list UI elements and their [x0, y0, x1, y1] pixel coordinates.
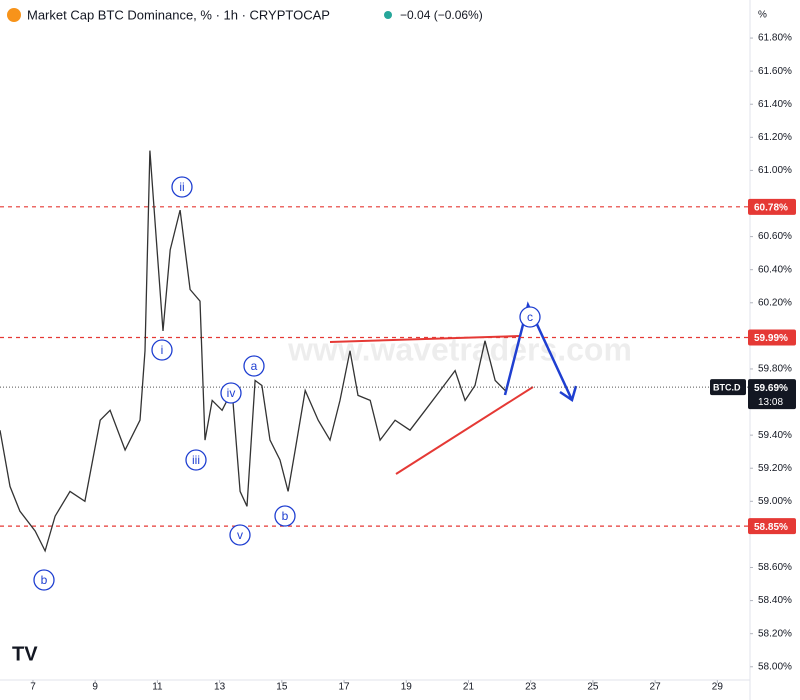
bitcoin-icon [7, 8, 21, 22]
wave-label: i [161, 343, 164, 357]
change-label: −0.04 (−0.06%) [400, 8, 483, 22]
x-tick-label: 25 [587, 682, 599, 693]
wave-label-circle [519, 306, 541, 328]
wave-label: a [251, 359, 258, 373]
x-tick-label: 11 [152, 682, 163, 693]
x-tick-label: 9 [92, 682, 98, 693]
y-tick-label: 59.20% [758, 463, 792, 474]
price-line [0, 150, 506, 553]
level-label: 59.99% [754, 333, 788, 344]
chart-title: Market Cap BTC Dominance, % · 1h · CRYPT… [27, 7, 330, 22]
x-tick-label: 17 [338, 682, 350, 693]
x-tick-label: 13 [214, 682, 226, 693]
countdown-label: 13:08 [758, 397, 783, 408]
wave-label-circle [171, 176, 193, 198]
y-tick-label: 58.00% [758, 661, 792, 672]
wave-label-circle [33, 569, 55, 591]
wave-label: c [527, 310, 533, 324]
y-tick-label: 60.60% [758, 231, 792, 242]
level-tag [748, 329, 796, 346]
x-tick-label: 21 [463, 682, 475, 693]
x-tick-label: 7 [30, 682, 36, 693]
watermark: www.wavetraders.com [287, 331, 632, 367]
arrow-head [559, 385, 578, 402]
projection-arrow [503, 301, 574, 401]
wave-label-circle [151, 339, 173, 361]
market-status-dot [384, 11, 392, 19]
logo: TV [12, 643, 38, 665]
y-tick-label: 61.60% [758, 66, 792, 77]
wave-label: b [282, 509, 289, 523]
y-tick-label: 60.20% [758, 297, 792, 308]
y-tick-label: 59.40% [758, 430, 792, 441]
y-tick-label: 58.20% [758, 628, 792, 639]
symbol-label: BTC.D [713, 383, 741, 393]
x-tick-label: 23 [525, 682, 537, 693]
y-tick-label: 58.60% [758, 562, 792, 573]
y-tick-label: 59.00% [758, 496, 792, 507]
y-tick-label: 58.40% [758, 595, 792, 606]
x-tick-label: 29 [712, 682, 724, 693]
y-tick-label: 61.00% [758, 165, 792, 176]
support-line [395, 386, 534, 475]
x-tick-label: 19 [401, 682, 413, 693]
y-tick-label: 59.80% [758, 364, 792, 375]
y-tick-label: 61.40% [758, 99, 792, 110]
level-label: 60.78% [754, 202, 788, 213]
axis-unit: % [758, 10, 767, 21]
y-tick-label: 61.20% [758, 132, 792, 143]
wave-label: v [237, 528, 243, 542]
level-label: 58.85% [754, 522, 788, 533]
x-tick-label: 15 [276, 682, 288, 693]
wave-label-circle [229, 524, 251, 546]
symbol-tag [710, 379, 746, 396]
last-price-tag [748, 379, 796, 410]
wave-label-circle [185, 449, 207, 471]
level-tag [748, 518, 796, 535]
wave-label: iv [227, 386, 236, 400]
wave-label-circle [243, 355, 265, 377]
wave-label: b [41, 573, 48, 587]
wave-label: ii [179, 180, 184, 194]
last-price-label: 59.69% [754, 383, 788, 394]
wave-label: iii [192, 453, 200, 467]
wave-label-circle [220, 382, 242, 404]
wave-label-circle [274, 505, 296, 527]
x-tick-label: 27 [650, 682, 662, 693]
y-tick-label: 61.80% [758, 33, 792, 44]
level-tag [748, 198, 796, 215]
y-tick-label: 60.40% [758, 264, 792, 275]
